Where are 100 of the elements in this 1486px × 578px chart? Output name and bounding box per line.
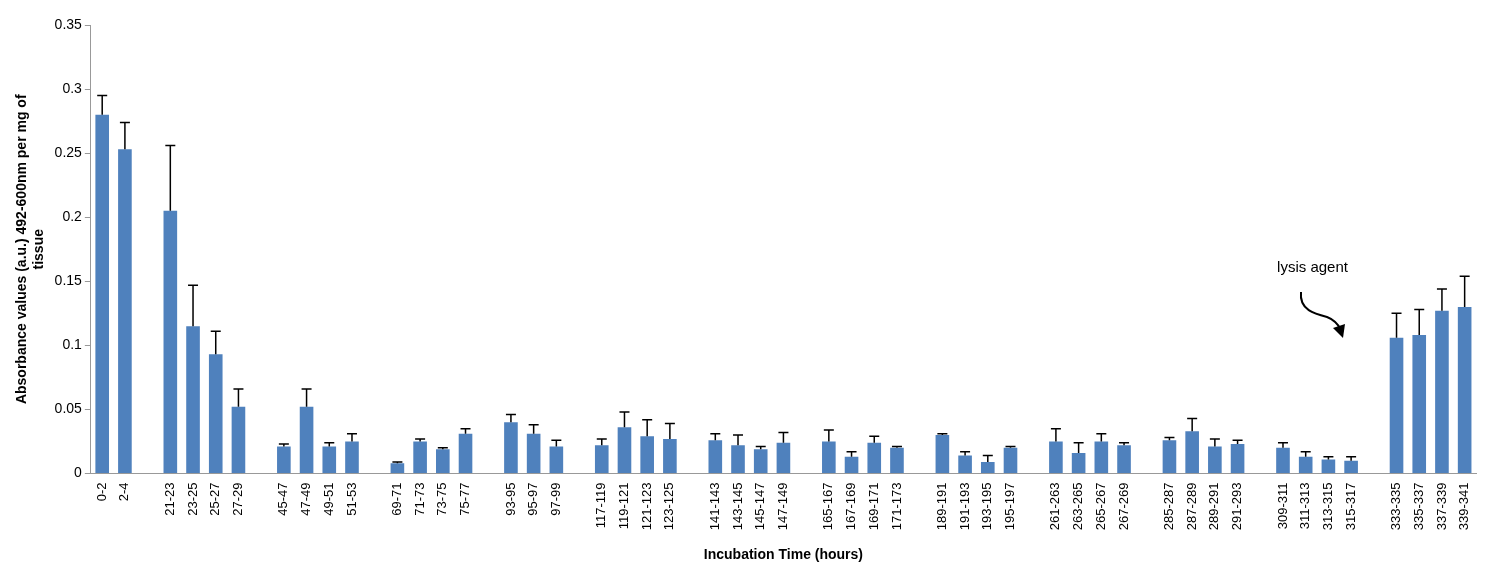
x-tick-label: 119-121 [616,482,632,530]
bar [663,438,677,473]
x-tick-label: 289-291 [1206,482,1222,531]
bar [299,406,314,473]
x-tick-label: 167-169 [843,482,859,531]
y-tick-label: 0.05 [54,400,83,417]
bar [118,149,132,473]
x-tick-label: 69-71 [388,482,404,516]
bar [504,422,518,473]
x-tick-label: 49-51 [320,482,336,516]
x-tick-label: 313-315 [1319,482,1335,531]
x-tick-label: 25-27 [207,482,223,516]
x-tick-label: 0-2 [93,482,109,502]
bar [1298,456,1313,473]
x-tick-label: 23-25 [184,482,200,516]
bar [1208,446,1222,473]
x-tick-label: 93-95 [502,482,518,516]
bar [1071,452,1086,473]
bar [867,442,882,473]
bar [1185,431,1199,473]
x-tick-label: 333-335 [1388,482,1404,531]
x-tick-label: 71-73 [411,482,427,516]
bar [1117,445,1131,473]
y-axis-title: Absorbance values (a.u.) 492-600nm per mg of tissue [13,94,47,405]
x-tick-label: 21-23 [161,482,177,516]
x-tick-label: 2-4 [116,482,132,502]
bar [1049,441,1063,473]
bar [345,441,359,473]
bar [617,427,632,473]
x-tick-label: 171-173 [888,482,904,531]
bar [1435,310,1449,473]
x-tick-label: 309-311 [1274,482,1290,530]
x-tick-label: 285-287 [1161,482,1177,531]
bar [1457,306,1472,473]
x-tick-label: 27-29 [230,482,246,516]
x-tick-label: 337-339 [1433,482,1449,531]
x-tick-label: 169-171 [865,482,881,531]
x-tick-label: 123-125 [661,482,677,531]
bar [208,354,223,473]
x-tick-label: 265-267 [1092,482,1108,531]
x-tick-label: 193-195 [979,482,995,531]
bar [458,433,473,473]
bar [753,449,768,473]
x-tick-label: 165-167 [820,482,836,531]
bar [640,436,654,473]
bar [1276,447,1290,473]
x-tick-label: 287-289 [1183,482,1199,531]
bar [980,461,995,473]
bar [549,446,564,473]
y-tick-label: 0.35 [54,15,83,32]
bar [1094,441,1109,473]
bar [413,441,427,473]
bar [776,442,791,473]
x-tick-label: 97-99 [547,482,563,516]
y-tick-label: 0.25 [54,144,83,160]
x-tick-label: 311-313 [1297,482,1313,530]
x-tick-label: 45-47 [275,482,291,516]
bar [186,326,200,473]
x-tick-label: 315-317 [1342,482,1358,531]
bar [95,114,110,473]
y-tick-label: 0.15 [54,272,83,289]
y-tick-label: 0 [74,464,83,481]
x-tick-label: 143-145 [729,482,745,531]
x-tick-label: 73-75 [434,482,450,516]
bar [1162,440,1177,473]
bar [390,463,405,473]
bar [1412,335,1427,473]
annotation: lysis agent [1277,258,1349,276]
bar [322,446,337,473]
bar [958,455,972,473]
bar [1389,337,1404,473]
x-tick-label: 339-341 [1456,482,1472,531]
x-tick-label: 263-265 [1070,482,1086,531]
bar [1003,447,1018,473]
x-tick-label: 47-49 [298,482,314,516]
bar [1344,460,1358,473]
x-tick-label: 291-293 [1229,482,1245,531]
bar [822,441,836,473]
bar [231,406,246,473]
x-tick-label: 145-147 [752,482,768,531]
bar [163,210,178,473]
x-tick-label: 189-191 [933,482,949,531]
bar [1321,459,1336,473]
x-tick-label: 147-149 [775,482,790,531]
x-tick-label: 141-143 [706,482,722,531]
x-tick-label: 75-77 [457,482,473,516]
bar [935,435,950,473]
bar [731,445,745,473]
bar [1230,444,1245,473]
bar [526,433,541,473]
x-tick-label: 191-193 [956,482,972,531]
x-tick-label: 51-53 [343,482,359,516]
x-tick-label: 267-269 [1115,482,1131,531]
bar [890,447,904,473]
bar [436,449,450,473]
x-tick-label: 335-337 [1410,482,1426,531]
x-axis-title: Incubation Time (hours) [703,546,864,563]
x-tick-label: 95-97 [525,482,541,516]
bar [708,440,723,473]
bar [277,446,291,473]
